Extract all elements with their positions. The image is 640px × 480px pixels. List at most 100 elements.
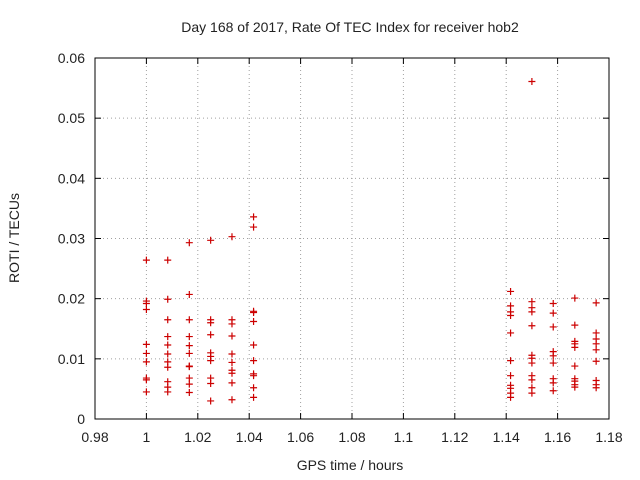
- data-point: [207, 319, 215, 327]
- data-point: [250, 341, 258, 349]
- y-tick-label: 0.03: [58, 231, 85, 247]
- data-point: [164, 350, 172, 358]
- data-point: [185, 349, 193, 357]
- data-point: [549, 323, 557, 331]
- data-point: [571, 362, 579, 370]
- data-point: [592, 299, 600, 307]
- data-point: [142, 388, 150, 396]
- x-tick-label: 0.98: [81, 429, 108, 445]
- data-point: [142, 358, 150, 366]
- data-point: [164, 341, 172, 349]
- data-point: [571, 294, 579, 302]
- data-point: [164, 388, 172, 396]
- data-point: [142, 256, 150, 264]
- chart-title: Day 168 of 2017, Rate Of TEC Index for r…: [181, 19, 519, 35]
- data-point: [207, 397, 215, 405]
- data-point: [228, 320, 236, 328]
- data-point: [528, 389, 536, 397]
- data-point: [142, 340, 150, 348]
- data-point: [549, 309, 557, 317]
- data-point: [185, 290, 193, 298]
- data-point: [185, 239, 193, 247]
- data-point: [250, 213, 258, 221]
- data-point: [528, 376, 536, 384]
- x-tick-label: 1.02: [184, 429, 211, 445]
- y-tick-label: 0.02: [58, 291, 85, 307]
- data-point: [528, 77, 536, 85]
- y-tick-label: 0.01: [58, 351, 85, 367]
- data-point: [185, 374, 193, 382]
- data-point: [549, 352, 557, 360]
- data-point: [207, 331, 215, 339]
- y-tick-label: 0: [77, 411, 85, 427]
- data-point: [207, 357, 215, 365]
- data-point: [164, 256, 172, 264]
- x-tick-label: 1.12: [441, 429, 468, 445]
- data-point: [164, 333, 172, 341]
- data-point: [228, 233, 236, 241]
- x-tick-label: 1.18: [595, 429, 622, 445]
- data-point: [185, 333, 193, 341]
- x-tick-label: 1.14: [493, 429, 520, 445]
- x-tick-label: 1.06: [287, 429, 314, 445]
- x-tick-label: 1.04: [236, 429, 263, 445]
- data-point: [185, 363, 193, 371]
- data-point: [207, 380, 215, 388]
- data-point: [142, 299, 150, 307]
- data-point: [142, 305, 150, 313]
- data-point: [549, 299, 557, 307]
- data-point: [528, 359, 536, 367]
- x-tick-label: 1.1: [394, 429, 414, 445]
- y-tick-label: 0.05: [58, 110, 85, 126]
- data-point: [207, 236, 215, 244]
- data-point: [507, 329, 515, 337]
- data-point: [142, 349, 150, 357]
- data-point: [592, 357, 600, 365]
- data-point: [228, 332, 236, 340]
- grid-lines: [95, 58, 609, 419]
- data-points: [142, 77, 600, 405]
- data-point: [549, 387, 557, 395]
- data-point: [250, 309, 258, 317]
- data-point: [185, 389, 193, 397]
- data-point: [228, 369, 236, 377]
- data-point: [507, 287, 515, 295]
- data-point: [142, 376, 150, 384]
- data-point: [164, 295, 172, 303]
- data-point: [228, 350, 236, 358]
- x-axis-label: GPS time / hours: [297, 457, 404, 473]
- y-axis-label: ROTI / TECUs: [6, 193, 22, 283]
- data-point: [592, 340, 600, 348]
- data-point: [528, 322, 536, 330]
- data-point: [507, 312, 515, 320]
- data-point: [185, 342, 193, 350]
- data-point: [185, 380, 193, 388]
- data-point: [528, 298, 536, 306]
- data-point: [507, 302, 515, 310]
- data-point: [571, 343, 579, 351]
- data-point: [549, 359, 557, 367]
- data-point: [571, 383, 579, 391]
- data-point: [507, 393, 515, 401]
- data-point: [228, 358, 236, 366]
- axis-ticks: [94, 57, 610, 420]
- data-point: [250, 223, 258, 231]
- x-tick-label: 1.16: [544, 429, 571, 445]
- data-point: [592, 384, 600, 392]
- data-point: [228, 379, 236, 387]
- x-tick-label: 1: [143, 429, 151, 445]
- data-point: [164, 363, 172, 371]
- data-point: [528, 308, 536, 316]
- data-point: [250, 393, 258, 401]
- data-point: [592, 346, 600, 354]
- data-point: [507, 357, 515, 365]
- data-point: [571, 321, 579, 329]
- x-tick-label: 1.08: [338, 429, 365, 445]
- data-point: [592, 329, 600, 337]
- data-point: [549, 379, 557, 387]
- y-tick-label: 0.04: [58, 170, 85, 186]
- data-point: [250, 357, 258, 365]
- data-point: [507, 372, 515, 380]
